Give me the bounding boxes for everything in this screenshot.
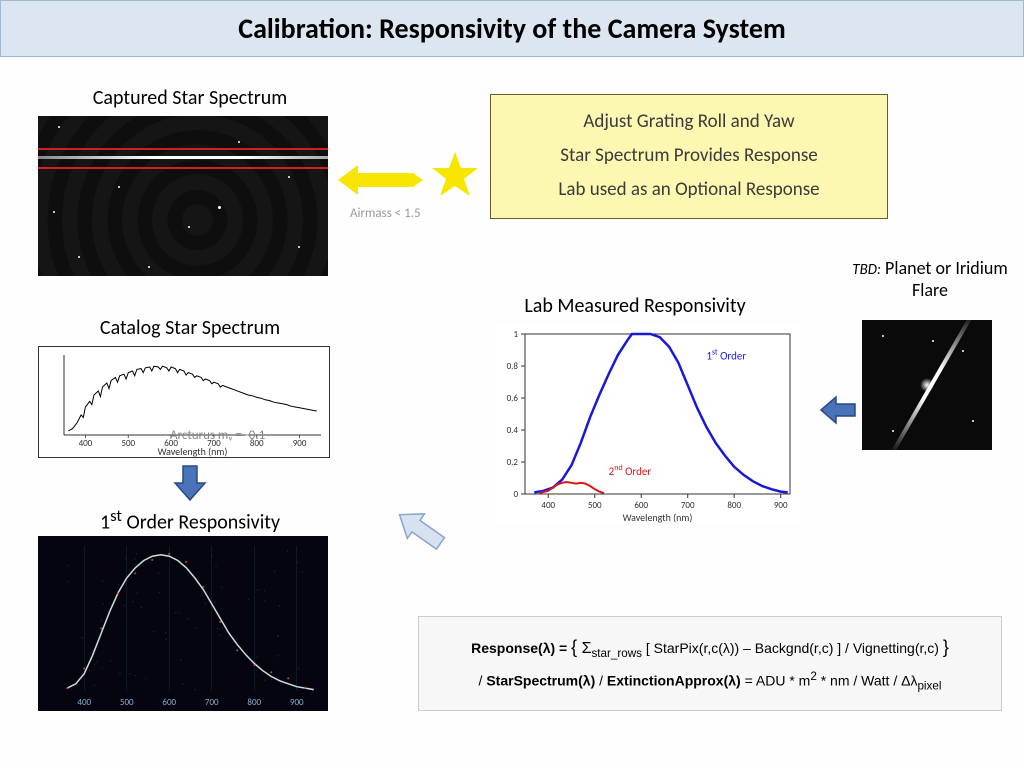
formula-line2: / StarSpectrum(λ) / ExtinctionApprox(λ) …	[435, 665, 985, 698]
down-arrow-icon	[170, 463, 210, 503]
svg-text:900: 900	[293, 438, 307, 449]
first-order-post: Order Responsivity	[122, 511, 280, 535]
tbd-post: Planet or Iridium Flare	[881, 257, 1008, 301]
yellow-line2: Star Spectrum Provides Response	[509, 139, 869, 173]
svg-text:700: 700	[205, 697, 219, 708]
svg-text:900: 900	[774, 500, 788, 511]
formula-box: Response(λ) = { Σstar_rows [ StarPix(r,c…	[418, 616, 1002, 711]
svg-text:0: 0	[513, 489, 518, 500]
svg-text:0.4: 0.4	[507, 425, 519, 436]
svg-text:1: 1	[513, 329, 518, 340]
svg-text:700: 700	[681, 500, 695, 511]
first-order-sup: st	[110, 506, 122, 526]
catalog-spectrum-label: Catalog Star Spectrum	[50, 316, 330, 340]
yellow-arrow-icon	[333, 160, 433, 200]
svg-text:800: 800	[247, 697, 261, 708]
svg-text:600: 600	[162, 697, 176, 708]
svg-text:Wavelength (nm): Wavelength (nm)	[158, 445, 228, 458]
lab-responsivity-label: Lab Measured Responsivity	[490, 294, 780, 318]
tbd-pre: TBD:	[852, 261, 881, 279]
yellow-line1: Adjust Grating Roll and Yaw	[509, 105, 869, 139]
star-icon	[430, 150, 480, 200]
left-arrow-icon	[818, 392, 858, 428]
airmass-note: Airmass < 1.5	[350, 206, 421, 221]
tbd-label: TBD: Planet or Iridium Flare	[850, 257, 1010, 301]
svg-text:400: 400	[541, 500, 555, 511]
svg-text:800: 800	[727, 500, 741, 511]
formula-line1: Response(λ) = { Σstar_rows [ StarPix(r,c…	[435, 629, 985, 665]
svg-text:400: 400	[79, 438, 93, 449]
svg-text:0.2: 0.2	[507, 457, 519, 468]
arcturus-note: Arcturus mᵥ = -0.1	[170, 428, 265, 443]
svg-text:0.8: 0.8	[507, 361, 519, 372]
lab-responsivity-chart: 0 0.2 0.4 0.6 0.8 1 400 500 600 700 800 900 Waveleng…	[490, 324, 800, 524]
svg-text:2nd Order: 2nd Order	[609, 463, 652, 478]
page-title: Calibration: Responsivity of the Camera …	[0, 0, 1024, 57]
captured-spectrum-image	[38, 116, 328, 276]
captured-spectrum-label: Captured Star Spectrum	[50, 86, 330, 110]
svg-text:600: 600	[634, 500, 648, 511]
first-order-chart: 400 500 600 700 800 900	[38, 536, 328, 711]
adjust-grating-box: Adjust Grating Roll and Yaw Star Spectru…	[490, 94, 888, 219]
first-order-label: 1st Order Responsivity	[50, 506, 330, 535]
svg-text:Wavelength (nm): Wavelength (nm)	[623, 511, 693, 524]
svg-text:500: 500	[121, 438, 135, 449]
svg-text:500: 500	[120, 697, 134, 708]
first-order-pre: 1	[100, 511, 110, 535]
diagonal-arrow-icon	[385, 502, 455, 557]
svg-text:500: 500	[588, 500, 602, 511]
svg-text:1st Order: 1st Order	[706, 348, 746, 363]
svg-text:900: 900	[290, 697, 304, 708]
yellow-line3: Lab used as an Optional Response	[509, 173, 869, 207]
svg-text:400: 400	[77, 697, 91, 708]
svg-text:0.6: 0.6	[507, 393, 519, 404]
iridium-flare-image	[862, 320, 992, 450]
